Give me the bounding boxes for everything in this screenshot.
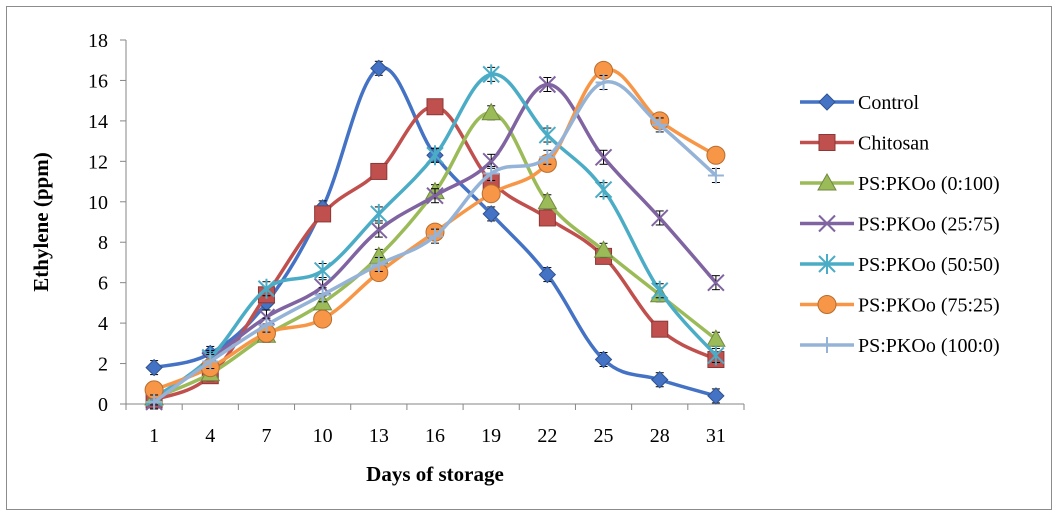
legend-marker <box>819 337 835 353</box>
data-point <box>426 145 444 166</box>
data-point <box>595 74 612 91</box>
x-tick-label: 19 <box>481 425 501 447</box>
legend-label: PS:PKOo (25:75) <box>858 214 1000 236</box>
data-point <box>651 209 669 227</box>
legend-marker <box>818 134 836 151</box>
y-tick-label: 10 <box>88 192 108 214</box>
y-tick-label: 12 <box>88 151 108 173</box>
chart-frame <box>6 6 1052 510</box>
y-tick-label: 0 <box>98 394 108 416</box>
legend-item: Control <box>800 92 920 114</box>
x-tick-label: 4 <box>205 425 215 447</box>
x-tick-label: 31 <box>706 425 726 447</box>
legend-marker <box>817 172 837 191</box>
y-axis-title: Ethylene (ppm) <box>29 152 53 291</box>
legend-item: PS:PKOo (0:100) <box>800 172 1000 195</box>
legend-label: Control <box>858 92 920 114</box>
legend-marker <box>818 93 836 111</box>
data-point <box>257 278 276 299</box>
legend: Control Chitosan PS:PKOo (0:100) PS:PKOo (2… <box>800 92 1000 357</box>
x-axis-title: Days of storage <box>366 462 504 486</box>
y-tick-label: 14 <box>88 111 108 133</box>
data-point <box>370 203 388 224</box>
data-point <box>707 387 725 405</box>
y-tick-label: 4 <box>98 313 108 335</box>
data-point <box>370 162 388 180</box>
data-point <box>314 205 332 223</box>
data-point <box>482 205 500 223</box>
x-tick-label: 13 <box>369 425 389 447</box>
legend-marker <box>817 295 837 314</box>
y-tick-label: 18 <box>88 30 108 52</box>
x-tick-label: 28 <box>650 425 670 447</box>
data-point <box>707 345 725 366</box>
data-point <box>594 179 613 200</box>
legend-label: PS:PKOo (0:100) <box>858 173 1000 195</box>
data-point <box>651 320 669 338</box>
legend-label: PS:PKOo (75:25) <box>858 295 1000 317</box>
data-point <box>538 75 557 94</box>
data-point <box>593 240 614 258</box>
legend-label: Chitosan <box>858 133 929 155</box>
data-point <box>483 165 500 182</box>
data-point <box>707 167 724 184</box>
y-tick-label: 16 <box>88 70 108 92</box>
data-point <box>651 116 668 133</box>
data-point <box>370 59 388 78</box>
y-tick-label: 6 <box>98 273 108 295</box>
x-tick-label: 10 <box>313 425 333 447</box>
series-ps-pkoo-100-0- <box>146 74 724 410</box>
legend-label: PS:PKOo (50:50) <box>858 254 1000 276</box>
x-tick-label: 7 <box>261 425 271 447</box>
data-point <box>202 353 219 370</box>
data-point <box>594 148 613 166</box>
data-point <box>594 350 613 369</box>
data-point <box>538 265 557 284</box>
data-point <box>481 102 502 121</box>
data-point <box>539 149 556 166</box>
data-point <box>707 273 725 292</box>
series-line <box>153 80 718 404</box>
series-layer <box>144 59 726 411</box>
data-point <box>426 187 444 205</box>
series-line <box>153 72 718 400</box>
data-point <box>146 393 163 410</box>
legend-label: PS:PKOo (100:0) <box>858 335 1000 357</box>
x-tick-label: 16 <box>425 425 445 447</box>
legend-marker <box>818 214 836 233</box>
data-point <box>313 260 332 281</box>
y-tick-label: 8 <box>98 232 108 254</box>
data-point <box>706 145 726 165</box>
data-point <box>370 256 387 273</box>
legend-item: PS:PKOo (75:25) <box>800 295 1000 317</box>
data-point <box>426 98 444 116</box>
legend-item: PS:PKOo (100:0) <box>800 335 1000 357</box>
y-tick-label: 2 <box>98 354 108 376</box>
data-point <box>427 228 443 245</box>
data-point <box>651 371 669 389</box>
data-point <box>370 221 388 239</box>
legend-item: PS:PKOo (50:50) <box>800 254 1000 276</box>
x-tick-label: 1 <box>149 425 159 447</box>
x-tick-label: 22 <box>537 425 557 447</box>
data-point <box>258 317 275 334</box>
legend-item: Chitosan <box>800 133 929 155</box>
data-point <box>481 184 501 204</box>
legend-marker <box>818 254 836 274</box>
data-point <box>482 152 500 171</box>
data-point <box>651 280 669 301</box>
data-point <box>145 358 163 377</box>
data-point <box>538 209 556 227</box>
data-point <box>537 191 558 210</box>
data-point <box>313 309 333 329</box>
data-point <box>314 286 331 303</box>
data-point <box>538 125 557 146</box>
data-point <box>482 64 500 85</box>
x-tick-label: 25 <box>594 425 614 447</box>
legend-item: PS:PKOo (25:75) <box>800 214 1000 236</box>
series-line <box>153 82 718 404</box>
